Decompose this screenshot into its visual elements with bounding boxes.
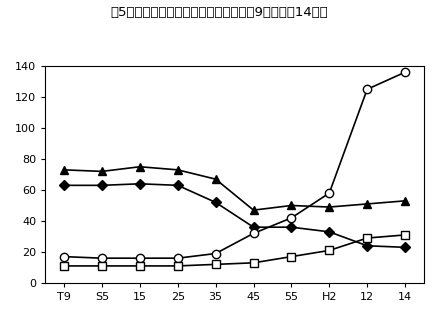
Text: 嘷5　年齢構造（指数）の推移　（大正9年～平成14年）: 嘷5 年齢構造（指数）の推移 （大正9年～平成14年） [110, 6, 328, 19]
